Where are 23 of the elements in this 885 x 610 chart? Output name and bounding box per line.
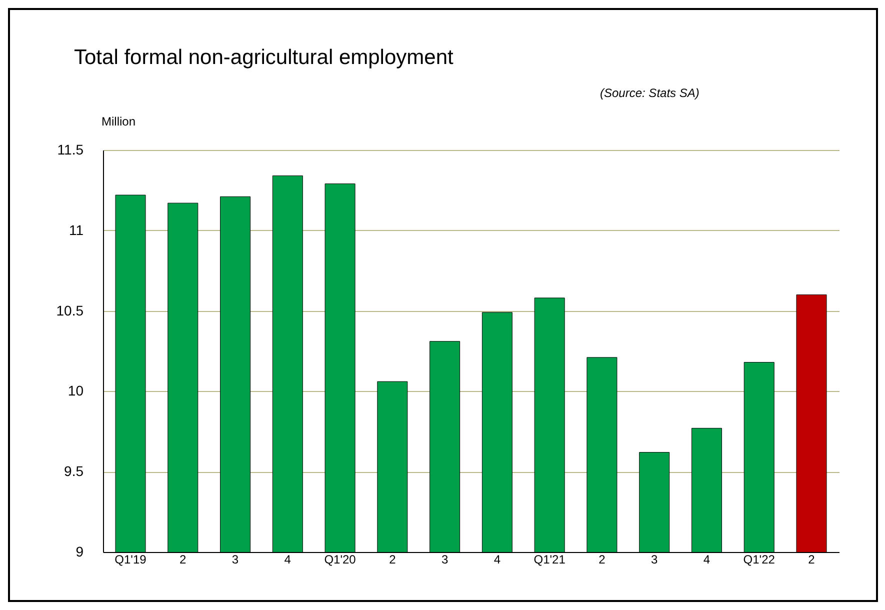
x-tick-label: 4 (703, 552, 710, 566)
x-tick-label: 4 (284, 552, 292, 566)
x-tick-label: 2 (808, 552, 816, 566)
x-tick-label: 2 (598, 552, 606, 566)
y-axis-title: Million (102, 114, 136, 128)
text: (Source: Stats SA) (600, 86, 700, 100)
y-tick-label: 10.5 (56, 302, 84, 318)
x-tick-label: 3 (232, 552, 239, 566)
y-tick-label: 9.5 (64, 463, 84, 480)
x-tick-label: 2 (180, 552, 187, 566)
x-tick-label: Q1'20 (324, 552, 356, 566)
y-tick-label: 11.5 (57, 142, 84, 158)
x-tick-label: Q1'19 (114, 552, 147, 566)
x-tick-label: 3 (651, 552, 658, 566)
y-tick-label: 11 (68, 222, 84, 238)
x-tick-label: Q1'22 (743, 552, 776, 566)
x-tick-label: Q1'21 (534, 552, 566, 566)
y-tick-label: 9 (76, 544, 84, 560)
chart-title: Total formal non-agricultural employment (74, 46, 454, 70)
y-tick-label: 10 (68, 382, 84, 399)
x-tick-label: 4 (494, 552, 501, 566)
x-tick-label: 2 (389, 552, 396, 566)
x-tick-label: 3 (441, 552, 448, 566)
